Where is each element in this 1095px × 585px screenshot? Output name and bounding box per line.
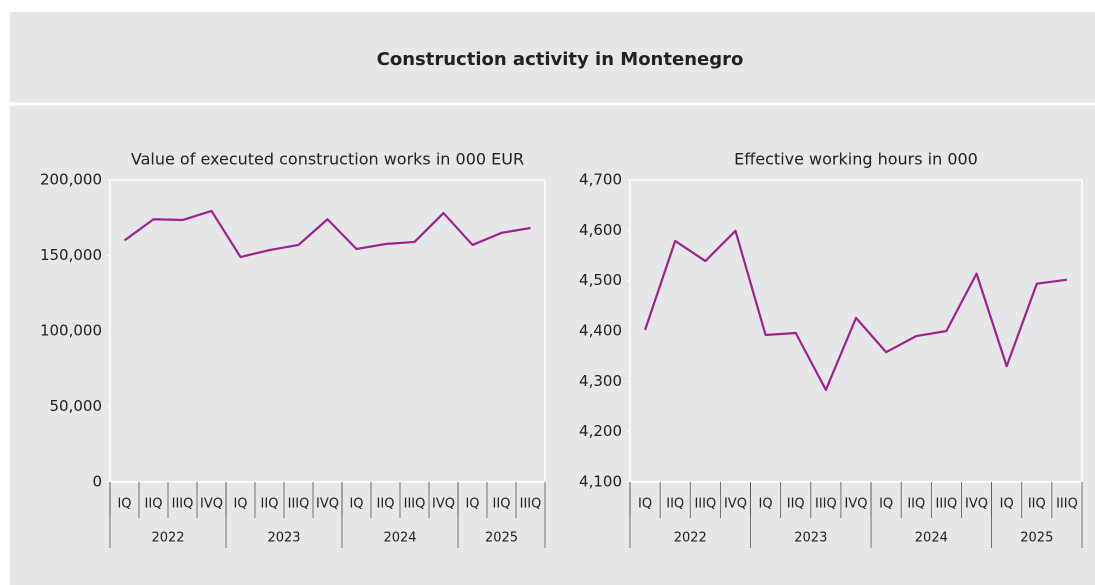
line xyxy=(123,209,531,259)
chart-title: Effective working hours in 000 xyxy=(734,150,978,169)
x-tick-label: IVQ xyxy=(316,497,339,512)
group-label: 2022 xyxy=(674,531,707,546)
x-tick-label: IQ xyxy=(465,497,479,512)
group-label: 2025 xyxy=(1020,531,1053,546)
y-tick-label: 4,600 xyxy=(579,221,622,239)
x-tick-label: IIQ xyxy=(493,497,511,512)
x-tick-label: IVQ xyxy=(845,497,868,512)
x-tick-label: IQ xyxy=(879,497,893,512)
group-label: 2023 xyxy=(794,531,827,546)
x-tick-label: IIQ xyxy=(666,497,684,512)
x-tick-label: IIQ xyxy=(787,497,805,512)
background xyxy=(10,12,1095,585)
group-label: 2023 xyxy=(267,531,300,546)
x-tick-label: IIIQ xyxy=(694,497,716,512)
x-tick-label: IIQ xyxy=(377,497,395,512)
x-tick-label: IQ xyxy=(117,497,131,512)
x-tick-label: IQ xyxy=(638,497,652,512)
x-tick-label: IIQ xyxy=(1028,497,1046,512)
y-tick-label: 4,300 xyxy=(579,372,622,390)
y-tick-label: 4,400 xyxy=(579,322,622,340)
x-tick-label: IQ xyxy=(759,497,773,512)
x-tick-label: IIIQ xyxy=(1056,497,1078,512)
x-tick-label: IIIQ xyxy=(815,497,837,512)
y-tick-label: 150,000 xyxy=(40,246,102,264)
x-tick-label: IQ xyxy=(349,497,363,512)
x-tick-label: IQ xyxy=(233,497,247,512)
y-tick-label: 0 xyxy=(92,473,102,491)
x-tick-label: IIIQ xyxy=(288,497,310,512)
group-label: 2024 xyxy=(383,531,416,546)
x-tick-label: IIIQ xyxy=(172,497,194,512)
x-tick-label: IIIQ xyxy=(404,497,426,512)
group-label: 2024 xyxy=(915,531,948,546)
x-tick-label: IIQ xyxy=(145,497,163,512)
y-tick-label: 4,500 xyxy=(579,271,622,289)
x-tick-label: IIIQ xyxy=(936,497,958,512)
y-tick-label: 4,200 xyxy=(579,422,622,440)
group-label: 2025 xyxy=(485,531,518,546)
y-tick-label: 50,000 xyxy=(50,397,103,415)
chart-title: Value of executed construction works in … xyxy=(131,150,524,169)
x-tick-label: IIQ xyxy=(261,497,279,512)
x-tick-label: IQ xyxy=(1000,497,1014,512)
x-tick-label: IVQ xyxy=(965,497,988,512)
y-tick-label: 200,000 xyxy=(40,171,102,189)
line xyxy=(644,229,1068,391)
group-label: 2022 xyxy=(151,531,184,546)
x-tick-label: IVQ xyxy=(200,497,223,512)
y-tick-label: 4,100 xyxy=(579,473,622,491)
page-title: Construction activity in Montenegro xyxy=(377,49,744,70)
x-tick-label: IIQ xyxy=(907,497,925,512)
y-tick-label: 100,000 xyxy=(40,322,102,340)
x-tick-label: IVQ xyxy=(724,497,747,512)
x-tick-label: IVQ xyxy=(432,497,455,512)
x-tick-label: IIIQ xyxy=(520,497,542,512)
y-tick-label: 4,700 xyxy=(579,171,622,189)
